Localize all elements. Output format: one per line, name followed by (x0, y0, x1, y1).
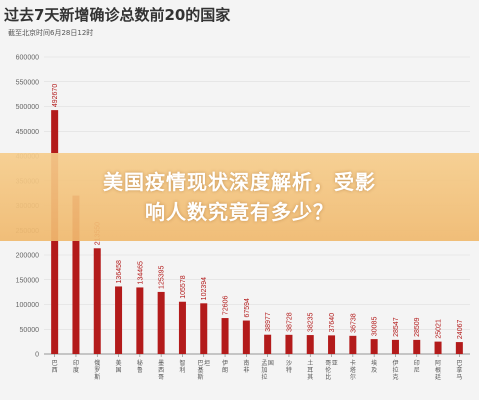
x-category-label: 伊拉克 (392, 359, 398, 381)
x-category-label: 智利 (179, 359, 185, 374)
x-category-label: 墨西哥 (158, 360, 164, 381)
y-tick-label: 550000 (16, 79, 39, 86)
x-category-label: 伊朗 (222, 359, 228, 374)
x-category-label: 沙特 (286, 360, 292, 374)
x-category-label: 孟加拉国 (261, 359, 274, 381)
headline-line-1: 美国疫情现状深度解析，受影 (103, 170, 376, 194)
article-headline-banner[interactable]: 美国疫情现状深度解析，受影 响人数究竟有多少？ (0, 153, 479, 241)
x-category-label: 巴西 (52, 360, 58, 374)
headline-line-2: 响人数究竟有多少？ (145, 200, 334, 224)
y-tick-label: 0 (35, 352, 39, 359)
bar (157, 291, 165, 354)
bar (455, 342, 463, 354)
x-category-label: 阿根廷 (435, 359, 441, 381)
bar (391, 339, 399, 354)
x-category-label: 卡塔尔 (350, 359, 356, 381)
bar-value-label: 38728 (286, 312, 293, 332)
bar (200, 303, 208, 354)
x-category-label: 美国 (116, 359, 122, 374)
bar (264, 334, 272, 354)
bar (285, 334, 293, 354)
bar-value-label: 24067 (457, 320, 464, 340)
bar-value-label: 134465 (137, 261, 144, 284)
bar (115, 286, 123, 354)
x-category-label: 秘鲁 (137, 359, 143, 374)
bar-value-label: 125395 (159, 265, 166, 288)
bar (328, 335, 336, 354)
x-category-label: 土耳其 (307, 359, 313, 381)
bar (72, 195, 80, 354)
y-tick-label: 100000 (16, 302, 39, 309)
bar (221, 318, 229, 354)
bar (136, 287, 144, 354)
bar (306, 335, 314, 354)
bar-value-label: 38235 (308, 313, 315, 333)
bar (93, 248, 101, 354)
y-tick-label: 200000 (16, 253, 39, 260)
bar-value-label: 136458 (116, 260, 123, 283)
bar-value-label: 28547 (393, 317, 400, 337)
x-category-label: 埃及 (371, 359, 377, 374)
bar-value-label: 37640 (329, 313, 336, 333)
bar-value-label: 67594 (244, 298, 251, 318)
bar (178, 301, 186, 354)
x-category-label: 南非 (243, 359, 249, 374)
bar-value-label: 102394 (201, 277, 208, 300)
bar (370, 339, 378, 354)
bar (434, 341, 442, 354)
bar-value-label: 492670 (52, 84, 59, 107)
bar-value-label: 36738 (350, 313, 357, 333)
y-tick-label: 600000 (16, 55, 39, 62)
x-category-label: 巴拿马 (456, 360, 462, 381)
x-category-label: 印度 (73, 360, 79, 374)
bar (242, 320, 250, 354)
bar (349, 335, 357, 354)
bar-value-label: 38977 (265, 312, 272, 332)
x-category-label: 印尼 (414, 360, 420, 374)
bar (413, 339, 421, 354)
bar-value-label: 105578 (180, 275, 187, 298)
y-tick-label: 50000 (20, 327, 40, 334)
y-tick-label: 150000 (16, 277, 39, 284)
y-tick-label: 450000 (16, 129, 39, 136)
bar-value-label: 28509 (414, 317, 421, 337)
chart-subtitle: 截至北京时间6月28日12时 (8, 29, 94, 37)
bar-value-label: 72606 (223, 295, 230, 315)
x-category-label: 巴基斯坦 (197, 359, 210, 381)
chart-title: 过去7天新增确诊总数前20的国家 (4, 6, 231, 24)
x-category-label: 俄罗斯 (94, 359, 100, 381)
y-tick-label: 500000 (16, 104, 39, 111)
bar-value-label: 25021 (436, 319, 443, 339)
x-category-label: 哥伦比亚 (325, 360, 338, 381)
bar-value-label: 30085 (372, 317, 379, 337)
